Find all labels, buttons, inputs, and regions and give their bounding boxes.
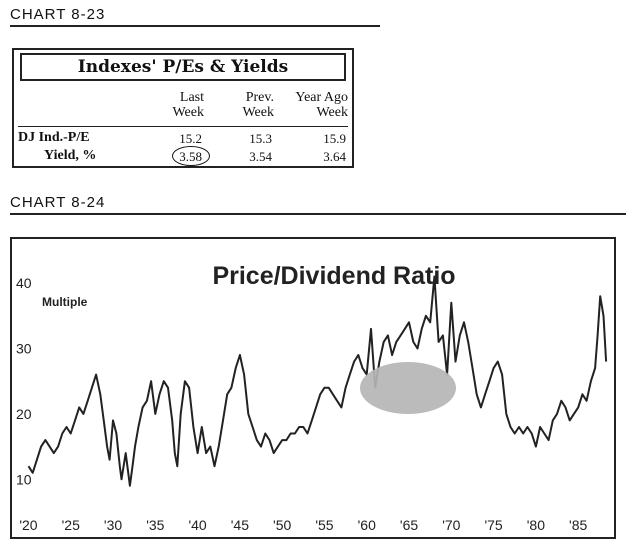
x-tick-label: '50 bbox=[273, 517, 291, 533]
column-header-line: Last bbox=[179, 90, 204, 105]
y-tick-labels: 10 20 30 40 bbox=[16, 275, 32, 487]
caption-rule bbox=[10, 25, 380, 27]
cell-yield-yearago: 3.64 bbox=[323, 149, 346, 164]
cell-yield-prev: 3.54 bbox=[249, 149, 272, 164]
chart-title: Price/Dividend Ratio bbox=[212, 262, 455, 290]
column-header-line: Year Ago bbox=[295, 90, 348, 105]
column-header-line: Week bbox=[242, 105, 274, 120]
caption-rule bbox=[10, 213, 626, 215]
x-tick-label: '60 bbox=[358, 517, 376, 533]
row-label-pe: DJ Ind.-P/E bbox=[18, 130, 90, 145]
table-title: Indexes' P/Es & Yields bbox=[20, 53, 346, 81]
x-tick-label: '85 bbox=[569, 517, 587, 533]
row-label-yield: Yield, % bbox=[44, 148, 97, 163]
cell-yield-last: 3.58 bbox=[179, 149, 202, 164]
y-tick-label: 30 bbox=[16, 340, 32, 356]
column-header-line: Week bbox=[172, 105, 204, 120]
x-tick-label: '40 bbox=[188, 517, 206, 533]
cell-pe-prev: 15.3 bbox=[249, 131, 272, 146]
x-tick-label: '55 bbox=[315, 517, 333, 533]
x-tick-label: '25 bbox=[62, 517, 80, 533]
x-tick-label: '20 bbox=[19, 517, 37, 533]
column-header-last-week: Last Week bbox=[164, 90, 204, 120]
chart-caption-8-24: CHART 8-24 bbox=[10, 194, 106, 211]
highlight-circle bbox=[172, 146, 210, 166]
y-tick-label: 20 bbox=[16, 406, 32, 422]
x-tick-label: '80 bbox=[527, 517, 545, 533]
watermark-blob bbox=[360, 362, 456, 414]
price-dividend-chart bbox=[10, 237, 616, 539]
y-tick-label: 40 bbox=[16, 275, 32, 291]
pe-yield-table: Indexes' P/Es & Yields Last Week Prev. W… bbox=[12, 48, 354, 168]
y-tick-label: 10 bbox=[16, 471, 32, 487]
x-tick-label: '75 bbox=[484, 517, 502, 533]
x-tick-labels: '20 '25 '30 '35 '40 '45 '50 '55 '60 '65 '70 '75 '80 '… bbox=[19, 517, 587, 533]
x-tick-label: '65 bbox=[400, 517, 418, 533]
series-line bbox=[27, 275, 608, 487]
chart-caption-8-23: CHART 8-23 bbox=[10, 6, 106, 23]
y-axis-label: Multiple bbox=[42, 295, 88, 309]
header-divider bbox=[18, 126, 348, 127]
column-header-prev-week: Prev. Week bbox=[234, 90, 274, 120]
x-tick-label: '45 bbox=[231, 517, 249, 533]
column-header-line: Prev. bbox=[245, 90, 274, 105]
cell-pe-yearago: 15.9 bbox=[323, 131, 346, 146]
x-tick-label: '35 bbox=[146, 517, 164, 533]
cell-pe-last: 15.2 bbox=[179, 131, 202, 146]
column-header-line: Week bbox=[316, 105, 348, 120]
column-header-year-ago: Year Ago Week bbox=[284, 90, 348, 120]
x-tick-label: '70 bbox=[442, 517, 460, 533]
x-tick-label: '30 bbox=[104, 517, 122, 533]
